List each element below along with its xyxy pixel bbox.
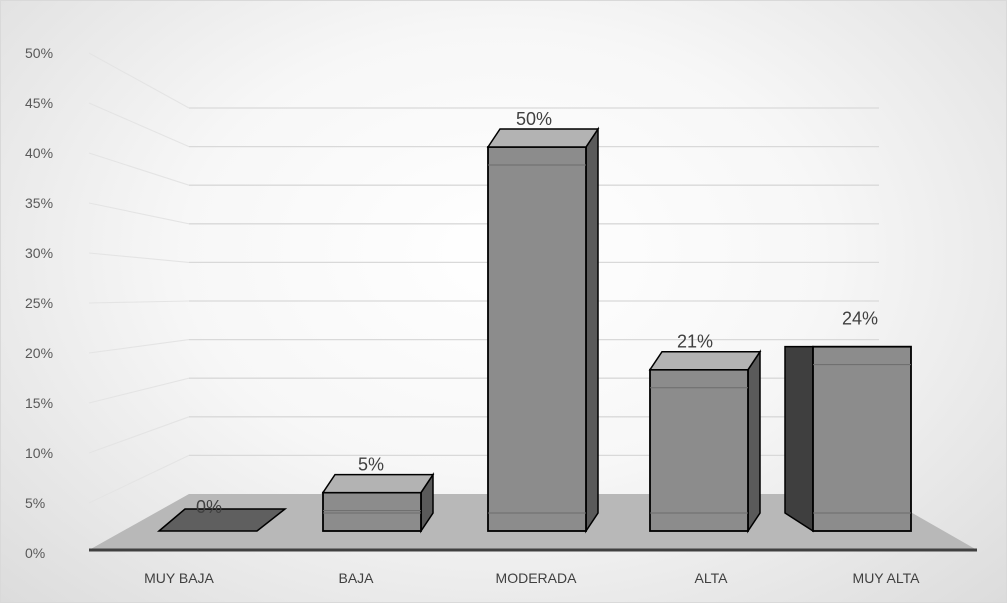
y-tick-label: 30% [25,245,53,261]
x-category-label: MODERADA [496,570,578,586]
y-tick-label: 0% [25,545,45,561]
x-axis-categories: MUY BAJA BAJA MODERADA ALTA MUY ALTA [144,570,920,586]
bar-alta [648,349,762,534]
gridline-diagonal [88,454,190,504]
bar-moderada [486,126,600,534]
y-tick-label: 20% [25,345,53,361]
gridline-diagonal [88,416,190,454]
x-category-label: ALTA [695,570,729,586]
bar-muy-alta [784,345,912,533]
y-tick-label: 40% [25,145,53,161]
data-label: 24% [842,309,878,329]
y-tick-label: 50% [25,45,53,61]
data-label: 0% [196,497,222,517]
gridline-diagonal [88,252,190,263]
y-tick-label: 10% [25,445,53,461]
y-tick-label: 35% [25,195,53,211]
data-label: 5% [358,455,384,475]
data-labels: 0% 5% 50% 21% 24% [196,109,878,517]
y-tick-label: 5% [25,495,45,511]
y-tick-label: 15% [25,395,53,411]
gridline-diagonal [88,377,190,404]
gridline-diagonal [88,339,190,354]
x-category-label: MUY ALTA [853,570,921,586]
y-axis-ticks: 0% 5% 10% 15% 20% 25% 30% 35% 40% 45% 50% [25,45,53,561]
gridline-diagonal [88,202,190,225]
y-tick-label: 25% [25,295,53,311]
x-category-label: BAJA [338,570,374,586]
x-category-label: MUY BAJA [144,570,214,586]
y-tick-label: 45% [25,95,53,111]
gridline-diagonal [88,152,190,186]
data-label: 50% [516,109,552,129]
gridline-diagonal [88,102,190,148]
gridline-diagonal [88,52,190,109]
bar-baja [321,472,435,534]
data-label: 21% [677,332,713,352]
gridline-diagonal [88,300,190,304]
bar-muy-baja [156,508,288,532]
bars [156,126,912,534]
